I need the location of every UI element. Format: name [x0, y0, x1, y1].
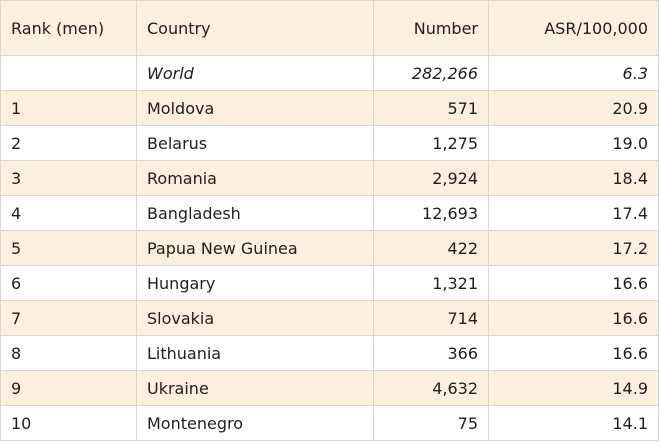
cell-number: 1,321: [373, 265, 489, 301]
cell-rank: 9: [0, 370, 137, 406]
cell-country: World: [136, 55, 374, 91]
table-row: 1 Moldova 571 20.9: [0, 90, 659, 126]
cell-asr: 18.4: [488, 160, 659, 196]
cell-asr: 17.2: [488, 230, 659, 266]
cell-number: 12,693: [373, 195, 489, 231]
table-row: 5 Papua New Guinea 422 17.2: [0, 230, 659, 266]
cell-country: Hungary: [136, 265, 374, 301]
cell-rank: 3: [0, 160, 137, 196]
cell-rank: 1: [0, 90, 137, 126]
cell-number: 75: [373, 405, 489, 441]
header-rank: Rank (men): [0, 0, 137, 56]
table-row: 7 Slovakia 714 16.6: [0, 300, 659, 336]
table-row: 9 Ukraine 4,632 14.9: [0, 370, 659, 406]
cell-rank: [0, 55, 137, 91]
cell-rank: 7: [0, 300, 137, 336]
cell-asr: 6.3: [488, 55, 659, 91]
cell-asr: 14.1: [488, 405, 659, 441]
table-row: 10 Montenegro 75 14.1: [0, 405, 659, 441]
cell-asr: 14.9: [488, 370, 659, 406]
cell-country: Lithuania: [136, 335, 374, 371]
cell-asr: 20.9: [488, 90, 659, 126]
header-asr: ASR/100,000: [488, 0, 659, 56]
cell-country: Slovakia: [136, 300, 374, 336]
cell-asr: 16.6: [488, 335, 659, 371]
cell-asr: 16.6: [488, 300, 659, 336]
cell-asr: 19.0: [488, 125, 659, 161]
cell-number: 1,275: [373, 125, 489, 161]
cell-number: 2,924: [373, 160, 489, 196]
cell-rank: 6: [0, 265, 137, 301]
cell-country: Montenegro: [136, 405, 374, 441]
cell-country: Bangladesh: [136, 195, 374, 231]
cell-number: 366: [373, 335, 489, 371]
table-header: Rank (men) Country Number ASR/100,000: [0, 0, 659, 56]
table-row: 3 Romania 2,924 18.4: [0, 160, 659, 196]
table-row: 4 Bangladesh 12,693 17.4: [0, 195, 659, 231]
cell-asr: 16.6: [488, 265, 659, 301]
cell-number: 4,632: [373, 370, 489, 406]
table-row: 6 Hungary 1,321 16.6: [0, 265, 659, 301]
cell-rank: 2: [0, 125, 137, 161]
table-row: 2 Belarus 1,275 19.0: [0, 125, 659, 161]
cell-number: 571: [373, 90, 489, 126]
cell-country: Ukraine: [136, 370, 374, 406]
cell-rank: 8: [0, 335, 137, 371]
world-row: World 282,266 6.3: [0, 55, 659, 91]
cell-asr: 17.4: [488, 195, 659, 231]
cell-number: 714: [373, 300, 489, 336]
header-country: Country: [136, 0, 374, 56]
cell-rank: 10: [0, 405, 137, 441]
cell-country: Romania: [136, 160, 374, 196]
header-row: Rank (men) Country Number ASR/100,000: [0, 0, 659, 56]
cell-rank: 4: [0, 195, 137, 231]
cell-number: 422: [373, 230, 489, 266]
cell-rank: 5: [0, 230, 137, 266]
header-number: Number: [373, 0, 489, 56]
table-row: 8 Lithuania 366 16.6: [0, 335, 659, 371]
cell-country: Moldova: [136, 90, 374, 126]
table-body: World 282,266 6.3 1 Moldova 571 20.9 2 B…: [0, 55, 659, 441]
cell-number: 282,266: [373, 55, 489, 91]
cell-country: Belarus: [136, 125, 374, 161]
cell-country: Papua New Guinea: [136, 230, 374, 266]
